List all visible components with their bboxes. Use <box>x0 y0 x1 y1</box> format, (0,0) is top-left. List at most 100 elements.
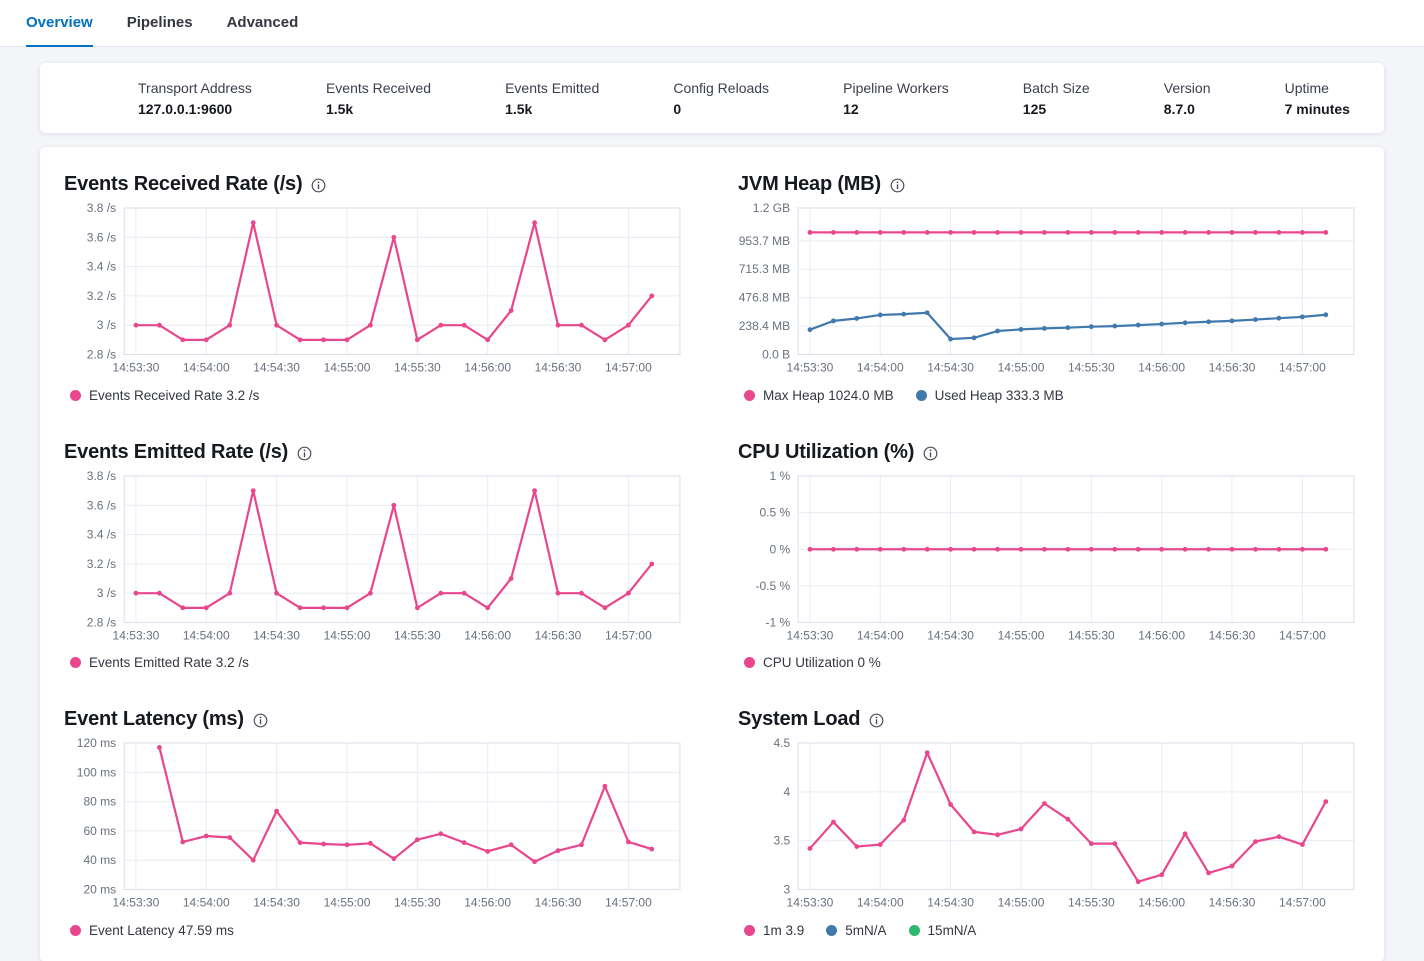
line-chart: 14:53:30 14:54:00 14:54:30 14:55:00 14:55:30… <box>738 470 1360 649</box>
line-chart: 14:53:30 14:54:00 14:54:30 14:55:00 14:55:30… <box>738 737 1360 916</box>
legend-item[interactable]: Max Heap 1024.0 MB <box>744 388 894 403</box>
legend-item[interactable]: 15mN/A <box>908 922 977 938</box>
stat-config-reloads: Config Reloads 0 <box>673 80 769 117</box>
line-chart: 14:53:30 14:54:00 14:54:30 14:55:00 14:55:30… <box>64 470 686 649</box>
chart-legend: Max Heap 1024.0 MB Used Heap 333.3 MB <box>738 388 1360 403</box>
legend-item[interactable]: Events Emitted Rate 3.2 /s <box>70 655 249 670</box>
tab-pipelines[interactable]: Pipelines <box>126 14 193 31</box>
svg-text:14:55:30: 14:55:30 <box>394 896 441 910</box>
stat-value: 8.7.0 <box>1163 100 1195 117</box>
legend-dot-icon <box>70 924 81 936</box>
stat-label: Events Emitted <box>505 79 600 96</box>
svg-text:2.8 /s: 2.8 /s <box>87 615 116 629</box>
legend-item[interactable]: Events Received Rate 3.2 /s <box>70 388 259 403</box>
chart-system-load: System Load 14:53:30 14:54:00 14:54:30 14:5… <box>738 708 1360 938</box>
chart-title: CPU Utilization (%) <box>738 440 915 463</box>
svg-text:14:55:00: 14:55:00 <box>998 628 1045 642</box>
stat-value: 0 <box>673 100 682 117</box>
stat-value: 1.5k <box>505 100 533 117</box>
chart-title: Events Received Rate (/s) <box>64 173 303 195</box>
chart-title: Event Latency (ms) <box>64 708 244 731</box>
summary-stats-bar: Transport Address 127.0.0.1:9600 Events … <box>40 63 1384 133</box>
svg-text:14:54:30: 14:54:30 <box>253 628 300 642</box>
svg-text:14:53:30: 14:53:30 <box>113 628 160 642</box>
stat-value: 12 <box>843 100 859 117</box>
legend-item[interactable]: CPU Utilization 0 % <box>744 655 881 670</box>
svg-text:476.8 MB: 476.8 MB <box>739 291 790 305</box>
legend-label: Event Latency 47.59 ms <box>89 922 234 938</box>
stat-batch-size: Batch Size 125 <box>1023 80 1090 117</box>
stat-uptime: Uptime 7 minutes <box>1285 80 1350 117</box>
svg-text:14:55:30: 14:55:30 <box>1068 361 1115 375</box>
chart-title: System Load <box>738 708 861 731</box>
stat-label: Pipeline Workers <box>843 79 949 96</box>
info-icon[interactable] <box>869 713 884 728</box>
svg-text:14:54:00: 14:54:00 <box>183 361 230 375</box>
svg-text:14:55:30: 14:55:30 <box>394 361 441 375</box>
stat-label: Uptime <box>1284 79 1329 96</box>
legend-dot-icon <box>70 389 81 401</box>
info-icon[interactable] <box>311 178 326 193</box>
stat-value: 7 minutes <box>1284 100 1350 117</box>
legend-dot-icon <box>908 924 920 936</box>
chart-title: JVM Heap (MB) <box>738 173 881 195</box>
info-icon[interactable] <box>923 446 938 461</box>
svg-text:14:57:00: 14:57:00 <box>1279 361 1326 375</box>
chart-legend: Events Emitted Rate 3.2 /s <box>64 655 686 670</box>
tab-advanced[interactable]: Advanced <box>226 14 299 31</box>
svg-text:14:54:30: 14:54:30 <box>927 896 974 910</box>
info-icon[interactable] <box>890 178 905 193</box>
svg-text:14:54:00: 14:54:00 <box>857 361 904 375</box>
svg-text:14:55:00: 14:55:00 <box>998 361 1045 375</box>
legend-item[interactable]: Used Heap 333.3 MB <box>915 388 1064 403</box>
svg-text:0.0 B: 0.0 B <box>762 347 790 361</box>
svg-text:3.4 /s: 3.4 /s <box>87 260 116 274</box>
tab-overview[interactable]: Overview <box>26 0 93 47</box>
svg-text:3.5: 3.5 <box>773 834 790 848</box>
legend-dot-icon <box>744 657 755 669</box>
svg-text:1 %: 1 % <box>769 470 790 483</box>
svg-text:14:55:00: 14:55:00 <box>324 628 371 642</box>
info-icon[interactable] <box>297 446 312 461</box>
svg-text:14:57:00: 14:57:00 <box>605 628 652 642</box>
stat-label: Events Received <box>325 79 432 96</box>
svg-text:14:57:00: 14:57:00 <box>1279 628 1326 642</box>
svg-text:3.2 /s: 3.2 /s <box>87 289 116 303</box>
svg-text:14:55:00: 14:55:00 <box>324 896 371 910</box>
tab-bar: Overview Pipelines Advanced <box>0 0 1424 47</box>
legend-label: 15mN/A <box>927 922 977 938</box>
stat-pipeline-workers: Pipeline Workers 12 <box>843 80 949 117</box>
svg-text:80 ms: 80 ms <box>83 795 116 809</box>
svg-text:14:55:30: 14:55:30 <box>1068 896 1115 910</box>
svg-text:14:54:30: 14:54:30 <box>927 628 974 642</box>
legend-item[interactable]: 5mN/A <box>826 923 887 938</box>
svg-text:4.5: 4.5 <box>773 737 790 750</box>
svg-text:120 ms: 120 ms <box>77 737 116 750</box>
svg-text:3.6 /s: 3.6 /s <box>87 498 116 512</box>
svg-text:14:56:30: 14:56:30 <box>535 628 582 642</box>
svg-text:14:54:00: 14:54:00 <box>183 896 230 910</box>
stat-events-received: Events Received 1.5k <box>326 80 431 117</box>
line-chart: 14:53:30 14:54:00 14:54:30 14:55:00 14:55:30… <box>64 202 686 381</box>
svg-text:14:57:00: 14:57:00 <box>605 896 652 910</box>
svg-text:14:56:00: 14:56:00 <box>1138 628 1185 642</box>
legend-dot-icon <box>744 924 755 936</box>
legend-item[interactable]: Event Latency 47.59 ms <box>70 923 234 938</box>
svg-text:1.2 GB: 1.2 GB <box>753 202 790 215</box>
stat-label: Batch Size <box>1022 79 1090 96</box>
svg-text:14:54:30: 14:54:30 <box>927 361 974 375</box>
svg-text:14:56:00: 14:56:00 <box>464 896 511 910</box>
chart-events-received-rate: Events Received Rate (/s) 14:53:30 14:54:… <box>64 173 686 403</box>
svg-text:14:54:00: 14:54:00 <box>857 628 904 642</box>
svg-text:14:54:00: 14:54:00 <box>183 628 230 642</box>
svg-text:14:56:00: 14:56:00 <box>464 361 511 375</box>
svg-text:14:56:00: 14:56:00 <box>1138 896 1185 910</box>
svg-text:100 ms: 100 ms <box>77 765 116 779</box>
svg-text:14:56:30: 14:56:30 <box>535 361 582 375</box>
svg-text:14:53:30: 14:53:30 <box>787 361 834 375</box>
svg-text:3 /s: 3 /s <box>97 586 116 600</box>
svg-text:3.8 /s: 3.8 /s <box>87 202 116 215</box>
info-icon[interactable] <box>253 713 268 728</box>
legend-item[interactable]: 1m 3.9 <box>744 923 804 938</box>
chart-legend: CPU Utilization 0 % <box>738 655 1360 670</box>
